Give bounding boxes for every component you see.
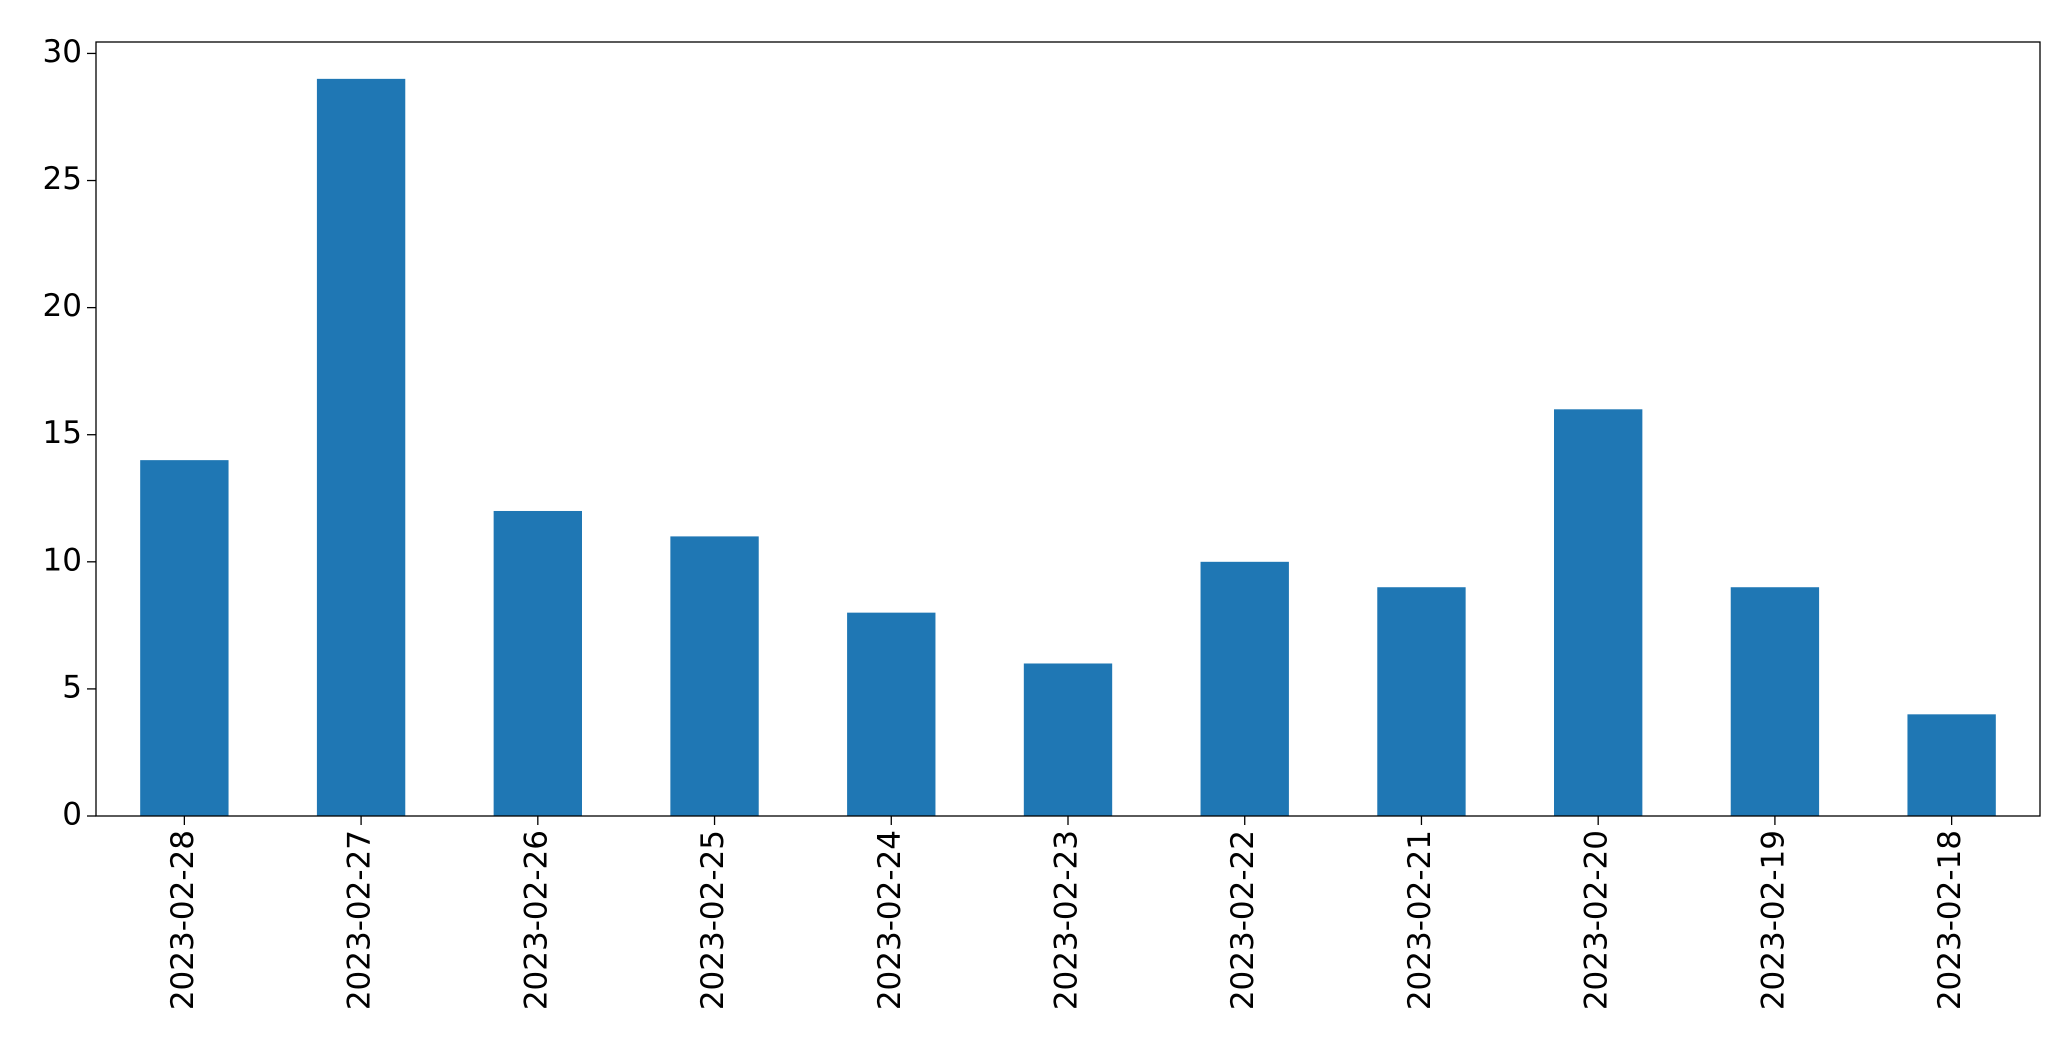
y-tick-label: 30 — [43, 34, 82, 70]
plot-frame — [95, 41, 2041, 817]
y-tick-label: 25 — [43, 161, 82, 197]
x-tick-label: 2023-02-20 — [1579, 830, 1615, 1010]
bar — [493, 510, 582, 816]
bar — [1377, 587, 1466, 816]
bar — [1200, 561, 1289, 816]
x-tick-label: 2023-02-18 — [1932, 830, 1968, 1010]
x-tick-label: 2023-02-26 — [518, 830, 554, 1010]
x-tick-label: 2023-02-25 — [695, 830, 731, 1010]
x-tick-label: 2023-02-23 — [1049, 830, 1085, 1010]
bar — [670, 536, 759, 816]
bar — [1023, 663, 1113, 816]
y-tick-label: 20 — [43, 288, 82, 324]
x-tick-label: 2023-02-21 — [1402, 830, 1438, 1010]
bar — [140, 460, 229, 816]
bar — [1730, 587, 1820, 816]
x-tick-label: 2023-02-19 — [1755, 830, 1791, 1010]
bar — [316, 78, 406, 817]
y-tick-label: 5 — [62, 669, 82, 705]
bar — [1907, 714, 1996, 816]
y-tick-label: 0 — [62, 797, 82, 833]
x-tick-label: 2023-02-28 — [165, 830, 201, 1010]
x-tick-label: 2023-02-22 — [1225, 830, 1261, 1010]
x-tick-label: 2023-02-27 — [342, 830, 378, 1010]
bar — [847, 612, 936, 816]
y-tick-label: 10 — [43, 542, 82, 578]
x-tick-label: 2023-02-24 — [872, 830, 908, 1010]
y-tick-label: 15 — [43, 415, 82, 451]
bar — [1554, 409, 1643, 816]
